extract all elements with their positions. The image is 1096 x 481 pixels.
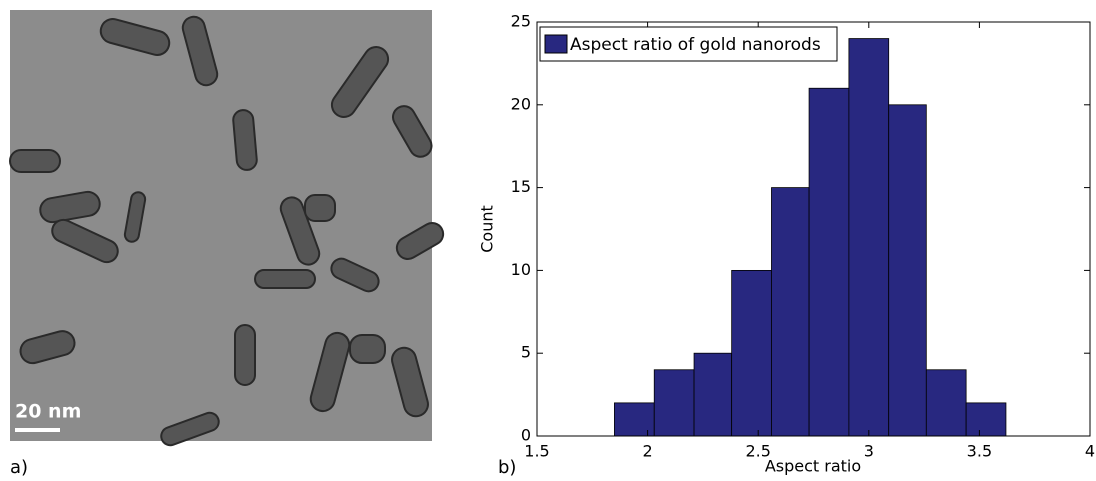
x-tick-label: 3.5	[967, 442, 992, 461]
y-axis-label: Count	[478, 205, 497, 253]
y-tick-label: 20	[511, 94, 531, 113]
bar	[888, 104, 927, 437]
bar	[965, 402, 1007, 437]
legend-label: Aspect ratio of gold nanorods	[570, 35, 821, 55]
x-tick-label: 3	[864, 442, 874, 461]
x-tick-label: 2.5	[745, 442, 770, 461]
y-tick-label: 5	[521, 343, 531, 362]
x-axis-label: Aspect ratio	[765, 457, 861, 476]
bar	[808, 87, 850, 437]
x-tick-label: 4	[1085, 442, 1095, 461]
y-tick-label: 0	[521, 426, 531, 445]
plot-frame	[536, 21, 1091, 437]
bar	[925, 369, 967, 437]
legend-swatch	[544, 34, 568, 54]
x-tick-label: 2	[643, 442, 653, 461]
panel-label: b)	[498, 457, 516, 478]
y-tick-label: 25	[511, 12, 531, 31]
y-tick-label: 15	[511, 177, 531, 196]
tem-image: 20 nm	[9, 10, 445, 447]
bar	[731, 269, 772, 437]
bar	[693, 352, 733, 437]
panel-label: a)	[10, 457, 28, 478]
x-tick-label: 1.5	[524, 442, 549, 461]
bar	[771, 187, 810, 437]
scale-bar-label: 20 nm	[15, 401, 81, 423]
bar	[614, 402, 655, 437]
bar	[848, 38, 890, 437]
legend-box	[539, 26, 838, 62]
y-tick-label: 10	[511, 260, 531, 279]
bar	[653, 369, 695, 437]
